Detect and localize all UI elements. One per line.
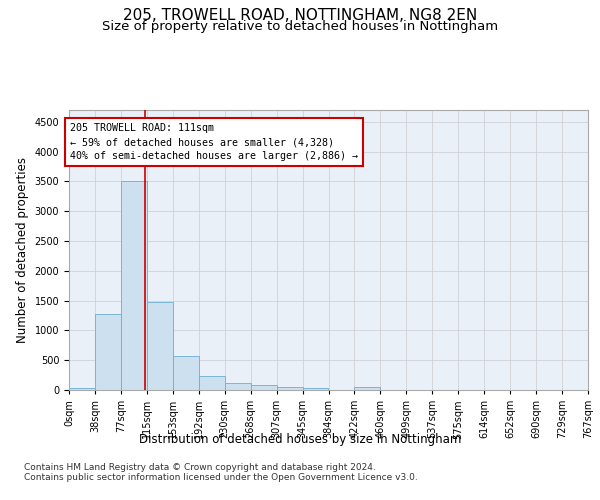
Bar: [224, 383, 251, 390]
Bar: [199, 376, 224, 390]
Bar: [95, 314, 121, 390]
Bar: [355, 387, 380, 390]
Text: 205 TROWELL ROAD: 111sqm
← 59% of detached houses are smaller (4,328)
40% of sem: 205 TROWELL ROAD: 111sqm ← 59% of detach…: [70, 123, 358, 161]
Bar: [277, 386, 302, 390]
Text: Contains HM Land Registry data © Crown copyright and database right 2024.
Contai: Contains HM Land Registry data © Crown c…: [24, 462, 418, 482]
Bar: [121, 182, 147, 390]
Text: Size of property relative to detached houses in Nottingham: Size of property relative to detached ho…: [102, 20, 498, 33]
Text: Distribution of detached houses by size in Nottingham: Distribution of detached houses by size …: [139, 432, 461, 446]
Text: 205, TROWELL ROAD, NOTTINGHAM, NG8 2EN: 205, TROWELL ROAD, NOTTINGHAM, NG8 2EN: [123, 8, 477, 22]
Bar: [251, 385, 277, 390]
Y-axis label: Number of detached properties: Number of detached properties: [16, 157, 29, 343]
Bar: [173, 356, 199, 390]
Bar: [69, 388, 95, 390]
Bar: [147, 302, 173, 390]
Bar: [302, 388, 329, 390]
